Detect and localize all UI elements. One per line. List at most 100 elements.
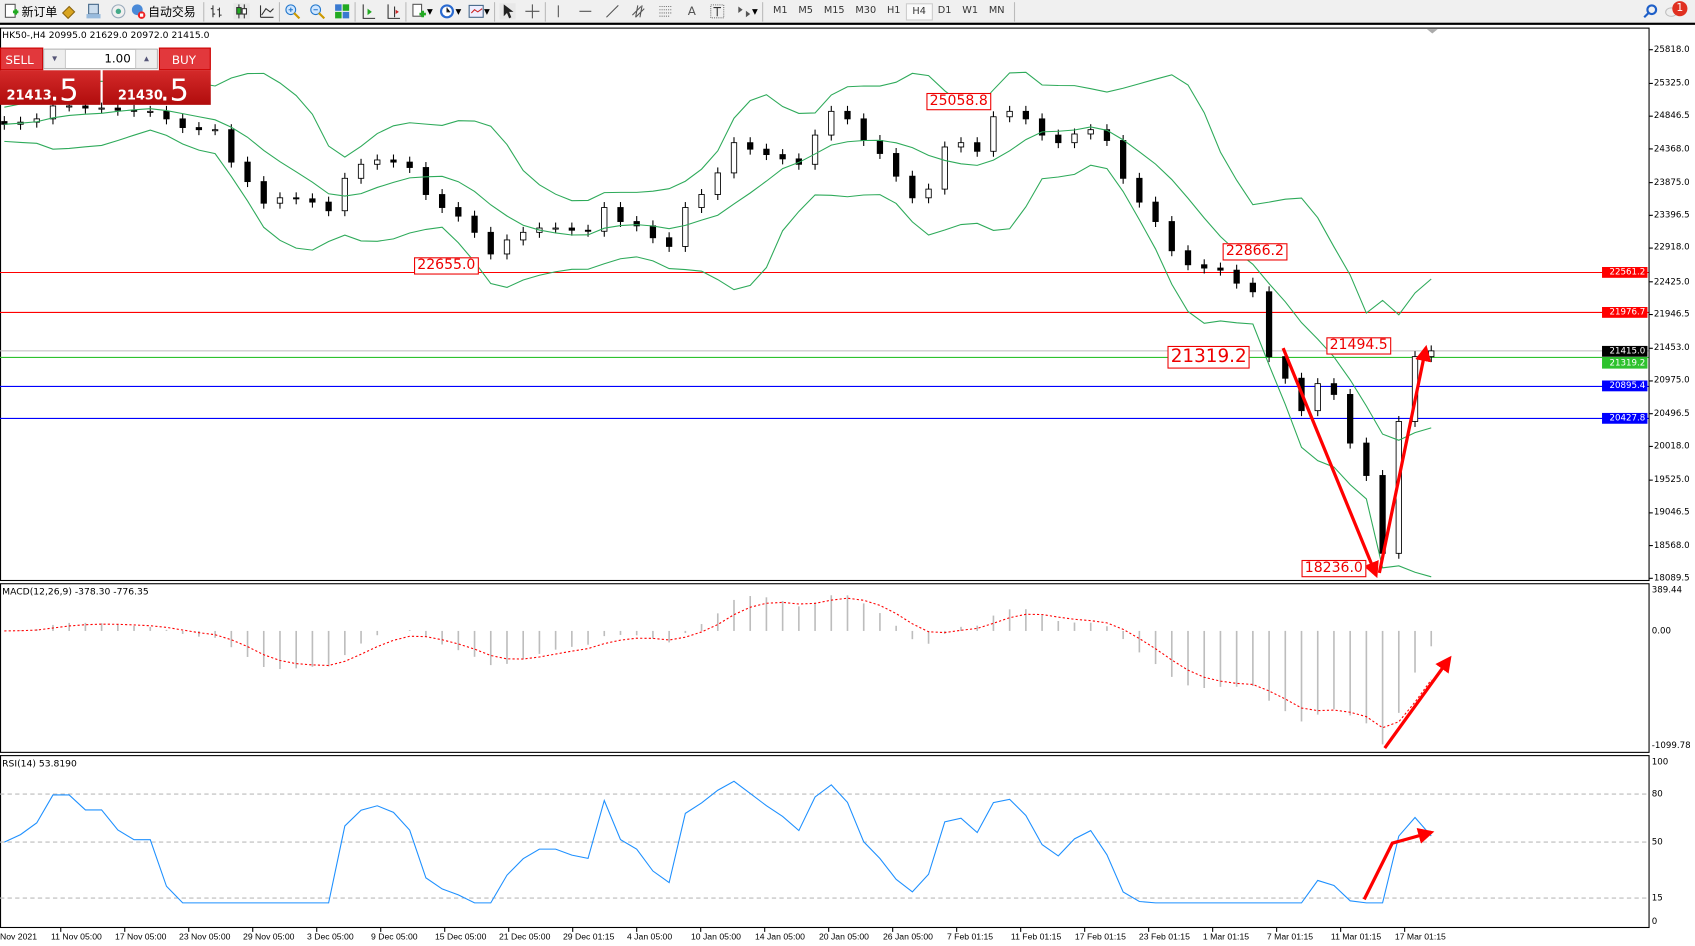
candle-body [601, 207, 608, 232]
auto-scroll-icon[interactable] [360, 3, 376, 19]
rsi-up-arrow-annotation [1362, 828, 1435, 901]
timeframe-h4[interactable]: H4 [905, 2, 933, 20]
zoom-out-icon[interactable] [309, 3, 326, 20]
notifications-button[interactable]: 1 [1665, 0, 1689, 23]
buy-button[interactable]: BUY [158, 47, 211, 71]
market-watch-icon[interactable] [61, 3, 77, 20]
time-axis-label: 29 Nov 05:00 [243, 931, 295, 942]
vertical-line-icon[interactable] [550, 3, 566, 19]
search-icon[interactable] [1642, 3, 1658, 19]
candle-body [309, 198, 316, 203]
sell-price[interactable]: 21413 .5 [0, 70, 101, 108]
text-label-icon[interactable] [709, 3, 725, 19]
lot-decrease-button[interactable]: ▼ [44, 49, 66, 69]
price-axis-label: 23875.0 [1653, 177, 1690, 187]
candlestick-chart-icon[interactable] [233, 3, 250, 20]
auto-trading-button[interactable]: 自动交易 [126, 1, 198, 23]
periods-clock-icon[interactable] [439, 3, 455, 19]
price-line-badge: 21976.7 [1602, 307, 1648, 318]
candle-body [49, 105, 57, 120]
candle-body [730, 142, 738, 174]
rsi-axis-label: 50 [1651, 836, 1663, 847]
timeframe-m5[interactable]: M5 [798, 4, 814, 16]
timeframe-w1[interactable]: W1 [962, 4, 979, 16]
price-annotation: 21494.5 [1326, 337, 1391, 355]
candle-body [1055, 134, 1062, 144]
chart-shift-marker-icon [1426, 29, 1438, 34]
timeframe-m30[interactable]: M30 [855, 4, 877, 16]
new-order-button[interactable]: 新订单 [0, 1, 61, 23]
dropdown-arrow-icon[interactable]: ▼ [752, 7, 758, 16]
trendline-icon[interactable] [604, 3, 620, 19]
arrows-icon[interactable] [736, 3, 752, 19]
timeframe-m1[interactable]: M1 [773, 4, 788, 16]
time-axis-label: 17 Feb 01:15 [1074, 931, 1126, 942]
timeframe-m15[interactable]: M15 [823, 4, 845, 16]
candle-body [1330, 383, 1338, 395]
lot-size-value[interactable]: 1.00 [104, 51, 131, 66]
chart-header: HK50-,H4 20995.0 21629.0 20972.0 21415.0 [2, 30, 210, 42]
zoom-in-icon[interactable] [284, 3, 301, 20]
time-axis-label: 29 Dec 01:15 [562, 931, 615, 942]
dropdown-arrow-icon[interactable]: ▼ [426, 7, 433, 16]
terminal-icon[interactable] [85, 3, 101, 19]
candle-body [487, 231, 494, 255]
line-chart-icon[interactable] [258, 3, 274, 19]
dropdown-arrow-icon[interactable]: ▼ [484, 7, 490, 16]
horizontal-line-icon[interactable] [577, 3, 593, 19]
lot-size-stepper[interactable]: ▼ 1.00 ▲ [43, 48, 158, 70]
toolbar-divider [278, 1, 280, 22]
candle-body [520, 231, 527, 241]
candle-body [1265, 291, 1273, 358]
candle-body [98, 107, 105, 110]
candle-body [974, 142, 981, 152]
sell-button[interactable]: SELL [0, 47, 44, 71]
timeframe-mn[interactable]: MN [988, 4, 1005, 16]
candle-body [163, 110, 170, 120]
candle-body [633, 221, 640, 227]
macd-axis-label: -1099.78 [1651, 740, 1691, 751]
lot-increase-button[interactable]: ▲ [135, 49, 157, 69]
new-order-icon [4, 3, 19, 18]
macd-axis-label: 0.00 [1651, 625, 1672, 636]
time-axis-label: 4 Jan 05:00 [626, 931, 673, 942]
time-axis-label: 10 Jan 05:00 [690, 931, 741, 942]
candle-body [244, 161, 251, 183]
templates-icon[interactable] [468, 3, 484, 19]
buy-price[interactable]: 21430 .5 [102, 70, 211, 109]
buy-price-fraction: .5 [159, 72, 189, 109]
candle-body [455, 207, 462, 217]
auto-trading-label: 自动交易 [148, 4, 196, 19]
candle-body [860, 118, 867, 141]
price-axis-label: 22425.0 [1653, 276, 1690, 287]
time-axis-label: 7 Feb 01:15 [946, 931, 994, 942]
signal-icon[interactable] [110, 3, 126, 19]
candle-body [82, 105, 89, 109]
crosshair-icon[interactable] [524, 3, 540, 19]
bar-chart-icon[interactable] [209, 3, 225, 19]
cursor-icon[interactable] [499, 3, 516, 20]
price-annotation: 22866.2 [1222, 243, 1288, 261]
indicators-icon[interactable] [411, 3, 427, 19]
candle-body [1347, 394, 1354, 444]
candle-body [293, 197, 300, 200]
bollinger-upper-band [4, 71, 1432, 316]
time-axis-label: 3 Dec 05:00 [307, 931, 354, 942]
dropdown-arrow-icon[interactable]: ▼ [455, 7, 462, 16]
time-axis-label: 15 Dec 05:00 [434, 931, 487, 942]
text-icon[interactable]: A [687, 4, 696, 19]
candle-body [844, 110, 851, 120]
price-annotation: 22655.0 [414, 257, 479, 275]
chart-shift-icon[interactable] [385, 3, 401, 19]
timeframe-h1[interactable]: H1 [886, 4, 901, 16]
fibonacci-icon[interactable] [659, 3, 675, 19]
tile-windows-icon[interactable] [334, 3, 350, 19]
candle-body [438, 194, 446, 208]
time-axis-label: 11 Nov 05:00 [51, 931, 102, 942]
candle-body [1006, 110, 1013, 118]
equidistant-channel-icon[interactable] [631, 3, 647, 19]
timeframe-d1[interactable]: D1 [937, 4, 952, 16]
bollinger-lower-band [4, 129, 1432, 578]
